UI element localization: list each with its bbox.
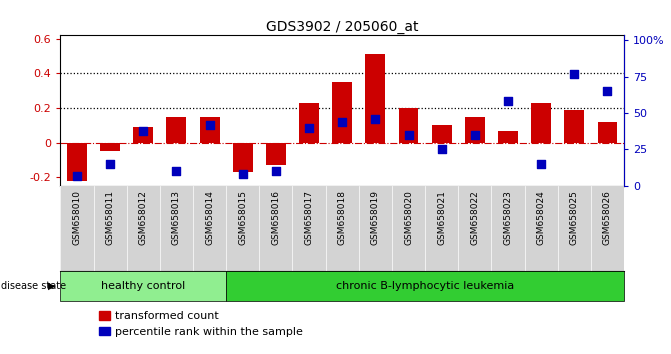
Point	[403, 132, 414, 138]
Text: GSM658026: GSM658026	[603, 190, 612, 245]
Bar	[597, 122, 617, 143]
Bar	[399, 108, 419, 143]
Point	[535, 161, 546, 167]
Point	[171, 169, 182, 174]
Point	[204, 122, 215, 127]
Point	[337, 119, 348, 125]
Text: GSM658013: GSM658013	[172, 190, 181, 245]
Bar	[100, 143, 120, 151]
Text: GSM658025: GSM658025	[570, 190, 579, 245]
Bar	[67, 143, 87, 181]
Text: GSM658010: GSM658010	[72, 190, 81, 245]
Point	[503, 98, 513, 104]
Text: GSM658019: GSM658019	[371, 190, 380, 245]
Bar	[299, 103, 319, 143]
Bar	[564, 110, 584, 143]
Point	[370, 116, 380, 122]
Bar	[134, 127, 153, 143]
Title: GDS3902 / 205060_at: GDS3902 / 205060_at	[266, 21, 419, 34]
Text: GSM658017: GSM658017	[305, 190, 313, 245]
Text: GSM658024: GSM658024	[537, 190, 546, 245]
Bar	[431, 125, 452, 143]
Text: GSM658022: GSM658022	[470, 190, 479, 245]
Point	[105, 161, 115, 167]
Point	[138, 128, 149, 133]
Point	[304, 125, 315, 130]
Text: GSM658021: GSM658021	[437, 190, 446, 245]
Bar	[531, 103, 551, 143]
Text: GSM658018: GSM658018	[338, 190, 347, 245]
Point	[72, 173, 83, 178]
Text: chronic B-lymphocytic leukemia: chronic B-lymphocytic leukemia	[336, 281, 514, 291]
Text: GSM658023: GSM658023	[503, 190, 513, 245]
Bar	[366, 55, 385, 143]
Bar	[498, 131, 518, 143]
Bar	[233, 143, 253, 172]
Bar	[166, 117, 187, 143]
Text: GSM658014: GSM658014	[205, 190, 214, 245]
Legend: transformed count, percentile rank within the sample: transformed count, percentile rank withi…	[94, 307, 307, 341]
Point	[436, 147, 447, 152]
Bar	[332, 82, 352, 143]
Bar	[200, 117, 219, 143]
Text: healthy control: healthy control	[101, 281, 185, 291]
Text: GSM658012: GSM658012	[139, 190, 148, 245]
Bar	[465, 117, 484, 143]
FancyBboxPatch shape	[60, 271, 226, 301]
Text: GSM658011: GSM658011	[105, 190, 115, 245]
Point	[602, 88, 613, 94]
Text: disease state: disease state	[1, 281, 66, 291]
Text: ▶: ▶	[48, 281, 56, 291]
Text: GSM658016: GSM658016	[271, 190, 280, 245]
Bar	[266, 143, 286, 165]
Point	[270, 169, 281, 174]
Text: GSM658020: GSM658020	[404, 190, 413, 245]
Point	[238, 171, 248, 177]
Text: GSM658015: GSM658015	[238, 190, 247, 245]
Point	[569, 71, 580, 76]
FancyBboxPatch shape	[226, 271, 624, 301]
Point	[470, 132, 480, 138]
